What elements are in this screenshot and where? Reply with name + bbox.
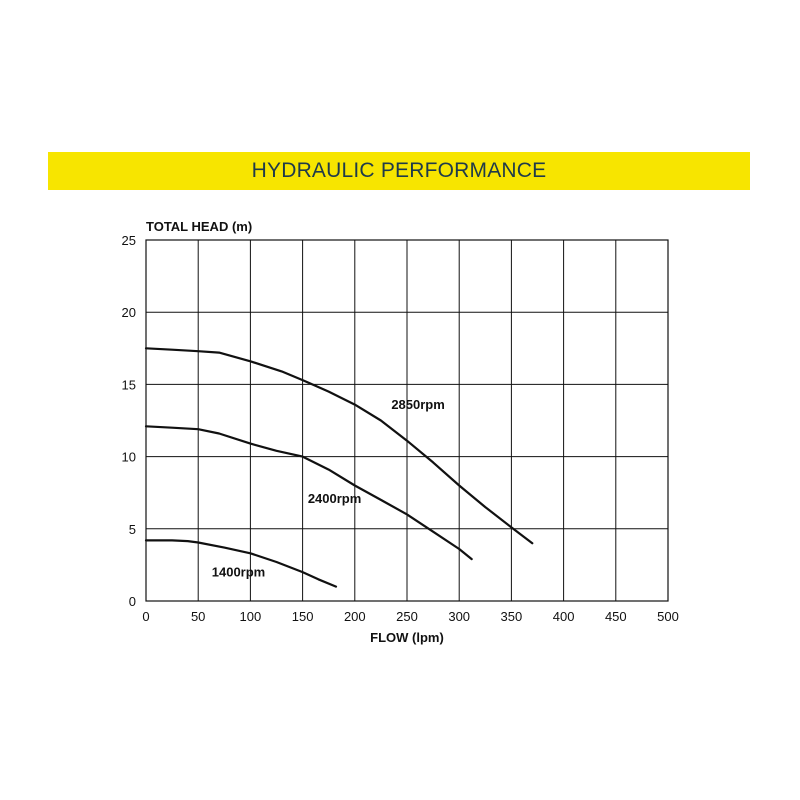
y-tick-label: 15	[122, 377, 136, 392]
x-tick-label: 400	[553, 609, 575, 624]
y-tick-label: 25	[122, 233, 136, 248]
grid	[145, 239, 669, 602]
series-line-2850rpm	[144, 347, 534, 545]
y-axis-label: TOTAL HEAD (m)	[146, 219, 252, 234]
series-label-2850rpm: 2850rpm	[391, 397, 444, 412]
x-tick-label: 100	[240, 609, 262, 624]
x-tick-label: 450	[605, 609, 627, 624]
y-tick-label: 20	[122, 305, 136, 320]
x-tick-label: 0	[142, 609, 149, 624]
plot-frame	[145, 239, 669, 602]
curves: 2850rpm 2400rpm 1400rpm	[144, 347, 534, 588]
series-line-1400rpm	[144, 539, 338, 588]
y-tick-label: 10	[122, 450, 136, 465]
x-tick-label: 500	[657, 609, 679, 624]
series-label-2400rpm: 2400rpm	[308, 491, 361, 506]
x-tick-label: 250	[396, 609, 418, 624]
title-banner: HYDRAULIC PERFORMANCE	[48, 152, 750, 190]
tick-labels: 0 50 100 150 200 250 300 350 400 450 500 0 5 10 15 20 25	[122, 233, 679, 624]
x-tick-label: 200	[344, 609, 366, 624]
chart-title: HYDRAULIC PERFORMANCE	[251, 159, 547, 182]
y-tick-label: 0	[129, 594, 136, 609]
x-axis-label: FLOW (lpm)	[370, 630, 444, 645]
series-line-2400rpm	[144, 425, 473, 561]
series-label-1400rpm: 1400rpm	[212, 564, 265, 579]
x-tick-label: 350	[501, 609, 523, 624]
x-tick-label: 300	[448, 609, 470, 624]
x-tick-label: 150	[292, 609, 314, 624]
y-tick-label: 5	[129, 522, 136, 537]
x-tick-label: 50	[191, 609, 205, 624]
